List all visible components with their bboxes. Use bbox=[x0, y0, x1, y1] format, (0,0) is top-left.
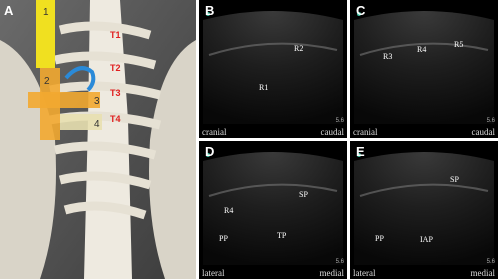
structure-label: SP bbox=[450, 175, 459, 184]
direction-label: cranial bbox=[202, 127, 227, 137]
direction-label: caudal bbox=[321, 127, 345, 137]
structure-label: PP bbox=[375, 234, 384, 243]
direction-label: medial bbox=[320, 268, 345, 278]
marker-bar bbox=[28, 92, 100, 108]
panel-label: E bbox=[356, 144, 365, 159]
panel-label: D bbox=[205, 144, 214, 159]
structure-label: PP bbox=[219, 234, 228, 243]
structure-label: R4 bbox=[417, 45, 426, 54]
structure-label: R1 bbox=[259, 83, 268, 92]
echo-line bbox=[359, 42, 489, 56]
structure-label: R2 bbox=[294, 44, 303, 53]
echo-line bbox=[208, 183, 338, 197]
direction-label: caudal bbox=[472, 127, 496, 137]
vertebra-label: T4 bbox=[110, 114, 121, 124]
marker-bar bbox=[60, 114, 102, 130]
echo-line bbox=[208, 42, 338, 56]
vertebra-label: T1 bbox=[110, 30, 121, 40]
ultrasound-panels: B R1 R2 cranial caudal 5.6 C R3 R4 R5 cranial cauda… bbox=[199, 0, 498, 279]
ribs bbox=[49, 21, 162, 220]
direction-label: lateral bbox=[353, 268, 376, 278]
vertebra-label: T2 bbox=[110, 63, 121, 73]
ultrasound-image bbox=[354, 152, 494, 265]
marker-label: 2 bbox=[44, 76, 50, 87]
direction-label: medial bbox=[471, 268, 496, 278]
probe-dot bbox=[206, 153, 210, 157]
panel-label: A bbox=[4, 3, 14, 18]
probe-dot bbox=[357, 12, 361, 16]
depth-label: 5.6 bbox=[336, 118, 345, 124]
structure-label: R5 bbox=[454, 40, 463, 49]
structure-label: SP bbox=[299, 190, 308, 199]
probe-dot bbox=[206, 12, 210, 16]
ultrasound-image bbox=[354, 11, 494, 124]
direction-label: lateral bbox=[202, 268, 225, 278]
arrow bbox=[64, 66, 96, 92]
panel-label: C bbox=[356, 3, 366, 18]
probe-dot bbox=[357, 153, 361, 157]
structure-label: R4 bbox=[224, 206, 233, 215]
vertebra-label: T3 bbox=[110, 88, 121, 98]
ultrasound-image bbox=[203, 11, 343, 124]
depth-label: 5.6 bbox=[487, 118, 496, 124]
marker-bar bbox=[36, 0, 55, 68]
marker-label: 3 bbox=[94, 96, 100, 107]
depth-label: 5.6 bbox=[487, 259, 496, 265]
ultrasound-image bbox=[203, 152, 343, 265]
scapula-right bbox=[149, 40, 196, 279]
structure-label: R3 bbox=[383, 52, 392, 61]
depth-label: 5.6 bbox=[336, 259, 345, 265]
structure-label: IAP bbox=[420, 235, 433, 244]
marker-label: 4 bbox=[94, 119, 100, 130]
panel-label: B bbox=[205, 3, 214, 18]
marker-label: 1 bbox=[43, 7, 49, 18]
echo-line bbox=[359, 183, 489, 197]
panel-a: A T1 T2 T3 T4 1 2 3 4 bbox=[0, 0, 196, 279]
structure-label: TP bbox=[277, 231, 287, 240]
direction-label: cranial bbox=[353, 127, 378, 137]
